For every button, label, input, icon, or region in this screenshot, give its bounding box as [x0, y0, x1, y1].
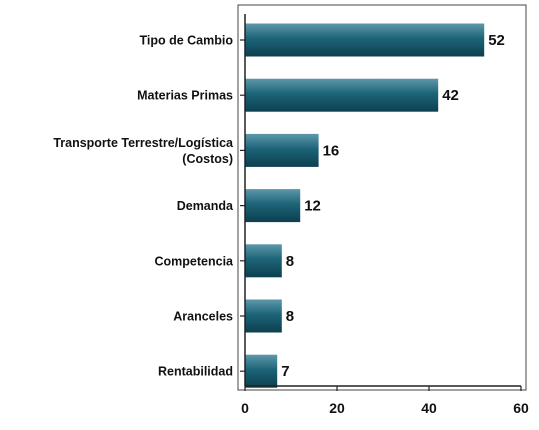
bar-2 — [245, 133, 319, 167]
bar-3 — [245, 189, 301, 223]
data-label-2: 16 — [323, 142, 340, 159]
data-label-5: 8 — [286, 308, 294, 325]
data-label-4: 8 — [286, 253, 294, 270]
data-label-6: 7 — [281, 363, 289, 380]
category-label-3: Demanda — [177, 199, 234, 213]
bar-0 — [245, 23, 485, 57]
data-label-0: 52 — [488, 32, 505, 49]
category-labels-group: Tipo de Cambio Materias Primas Transporte … — [53, 34, 245, 379]
bars-group — [245, 23, 485, 388]
data-label-3: 12 — [304, 198, 321, 215]
category-label-1: Materias Primas — [137, 89, 233, 103]
value-labels-group: 52 42 16 12 8 8 7 — [281, 32, 505, 380]
category-label-6: Rentabilidad — [158, 365, 233, 379]
category-label-2-line-0: Transporte Terrestre/Logística — [53, 136, 234, 150]
bar-4 — [245, 244, 282, 278]
bar-5 — [245, 299, 282, 333]
category-label-2-line-1: (Costos) — [182, 152, 233, 166]
data-label-1: 42 — [442, 87, 459, 104]
plot-frame — [237, 4, 527, 391]
category-label-0: Tipo de Cambio — [139, 34, 233, 48]
x-tick-label-1: 20 — [329, 400, 345, 416]
x-tick-label-0: 0 — [241, 400, 249, 416]
x-tick-label-2: 40 — [421, 400, 437, 416]
x-tick-label-3: 60 — [513, 400, 529, 416]
x-ticks-group: 0 20 40 60 — [241, 386, 529, 416]
category-label-5: Aranceles — [173, 310, 233, 324]
bar-6 — [245, 354, 278, 388]
bar-1 — [245, 78, 439, 112]
category-label-4: Competencia — [155, 254, 235, 268]
